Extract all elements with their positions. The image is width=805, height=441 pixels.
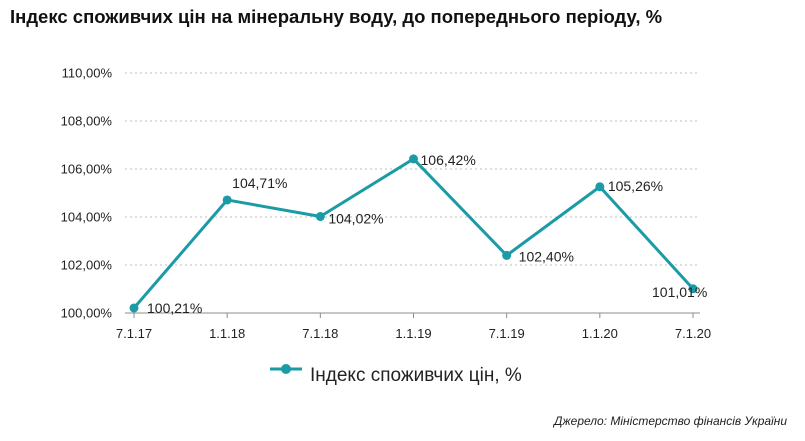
data-label: 105,26% (608, 178, 663, 194)
y-axis-ticks: 100,00% 102,00% 104,00% 106,00% 108,00% 110,0… (61, 66, 113, 321)
y-tick-label: 108,00% (61, 114, 113, 129)
x-tick-label: 7.1.17 (116, 326, 152, 341)
y-tick-label: 100,00% (61, 306, 113, 321)
data-points (129, 154, 698, 313)
x-tick-label: 1.1.19 (395, 326, 431, 341)
x-tick-label: 7.1.19 (489, 326, 525, 341)
data-point (409, 154, 418, 164)
data-label: 100,21% (147, 300, 202, 316)
data-point (502, 250, 512, 260)
x-tick-label: 7.1.18 (302, 326, 338, 341)
data-label: 101,01% (652, 284, 707, 300)
y-tick-label: 102,00% (61, 258, 113, 273)
data-labels: 100,21% 104,71% 104,02% 106,42% 102,40% 105,2… (147, 152, 707, 316)
data-point (315, 212, 325, 222)
x-tick-label: 1.1.20 (582, 326, 618, 341)
grid-lines (125, 72, 700, 314)
data-label: 106,42% (421, 152, 476, 168)
data-point (688, 284, 698, 294)
legend: Індекс споживчих цін, % (270, 364, 522, 386)
chart-title: Індекс споживчих цін на мінеральну воду,… (10, 6, 663, 27)
data-label: 102,40% (519, 248, 574, 264)
data-label: 104,02% (328, 211, 383, 227)
y-tick-label: 106,00% (61, 162, 113, 177)
data-point (222, 195, 232, 205)
data-point (595, 182, 605, 192)
source-note: Джерело: Міністерство фінансів України (553, 414, 787, 428)
x-tick-label: 7.1.20 (675, 326, 711, 341)
x-axis-ticks: 7.1.17 1.1.18 7.1.18 1.1.19 7.1.19 1.1.20 7.1.… (116, 313, 711, 341)
x-tick-label: 1.1.18 (209, 326, 245, 341)
data-label: 104,71% (232, 175, 287, 191)
legend-label: Індекс споживчих цін, % (310, 365, 522, 386)
y-tick-label: 110,00% (62, 66, 113, 81)
y-tick-label: 104,00% (61, 210, 113, 225)
data-point (129, 303, 139, 313)
legend-dot-marker (281, 364, 291, 374)
